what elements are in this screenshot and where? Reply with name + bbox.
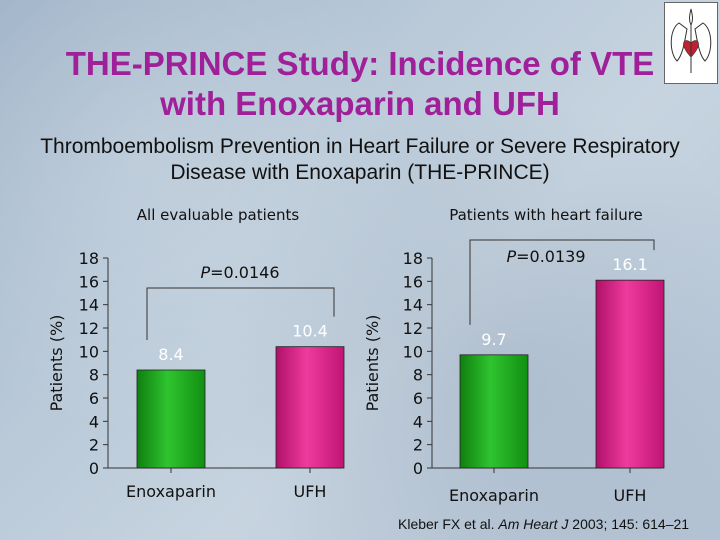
panel-title: All evaluable patients	[137, 206, 300, 224]
category-label: Enoxaparin	[449, 486, 539, 505]
page-subtitle: Thromboembolism Prevention in Heart Fail…	[40, 135, 680, 184]
y-tick-label: 10	[79, 342, 99, 361]
y-axis-label: Patients (%)	[47, 315, 66, 412]
bar-enoxaparin	[136, 369, 206, 469]
bar-enoxaparin	[459, 354, 529, 469]
y-tick-label: 0	[413, 459, 423, 478]
y-tick-label: 8	[89, 366, 99, 385]
category-label: UFH	[614, 486, 647, 505]
y-tick-label: 6	[413, 389, 423, 408]
data-label: 8.4	[158, 345, 183, 364]
y-tick-label: 10	[403, 342, 423, 361]
y-tick-label: 6	[89, 389, 99, 408]
citation-details: 2003; 145: 614–21	[572, 516, 690, 532]
bar-ufh	[275, 346, 345, 469]
y-tick-label: 4	[89, 412, 99, 431]
y-tick-label: 16	[79, 272, 99, 291]
data-label: 16.1	[612, 255, 648, 274]
citation: Kleber FX et al. Am Heart J 2003; 145: 6…	[398, 516, 689, 532]
data-label: 9.7	[481, 330, 506, 349]
significance-bracket	[146, 287, 335, 340]
y-tick-label: 4	[413, 412, 423, 431]
y-tick-label: 2	[413, 436, 423, 455]
bar-ufh	[595, 279, 665, 469]
p-value: P=0.0146	[200, 263, 279, 282]
citation-journal: Am Heart J	[498, 516, 569, 532]
heart-lungs-icon	[664, 2, 718, 84]
significance-bracket	[469, 239, 655, 325]
y-axis-label: Patients (%)	[363, 315, 382, 412]
p-value: P=0.0139	[506, 247, 585, 266]
y-tick-label: 18	[403, 249, 423, 268]
y-tick-label: 0	[89, 459, 99, 478]
chart-panel-all-patients: All evaluable patients Patients (%) 0 2 4 6 8 1…	[47, 206, 345, 501]
y-tick-label: 16	[403, 272, 423, 291]
category-label: UFH	[294, 482, 327, 501]
y-tick-label: 18	[79, 249, 99, 268]
y-tick-label: 2	[89, 436, 99, 455]
chart-panel-heart-failure: Patients with heart failure Patients (%) 0…	[363, 206, 665, 505]
y-tick-label: 12	[403, 319, 423, 338]
y-tick-label: 14	[403, 296, 423, 315]
panel-title: Patients with heart failure	[449, 206, 643, 224]
category-label: Enoxaparin	[126, 482, 216, 501]
y-tick-label: 12	[79, 319, 99, 338]
citation-authors: Kleber FX et al.	[398, 516, 495, 532]
page-title: THE-PRINCE Study: Incidence of VTE with …	[65, 45, 655, 122]
y-tick-label: 14	[79, 296, 99, 315]
y-tick-label: 8	[413, 366, 423, 385]
data-label: 10.4	[292, 322, 328, 341]
